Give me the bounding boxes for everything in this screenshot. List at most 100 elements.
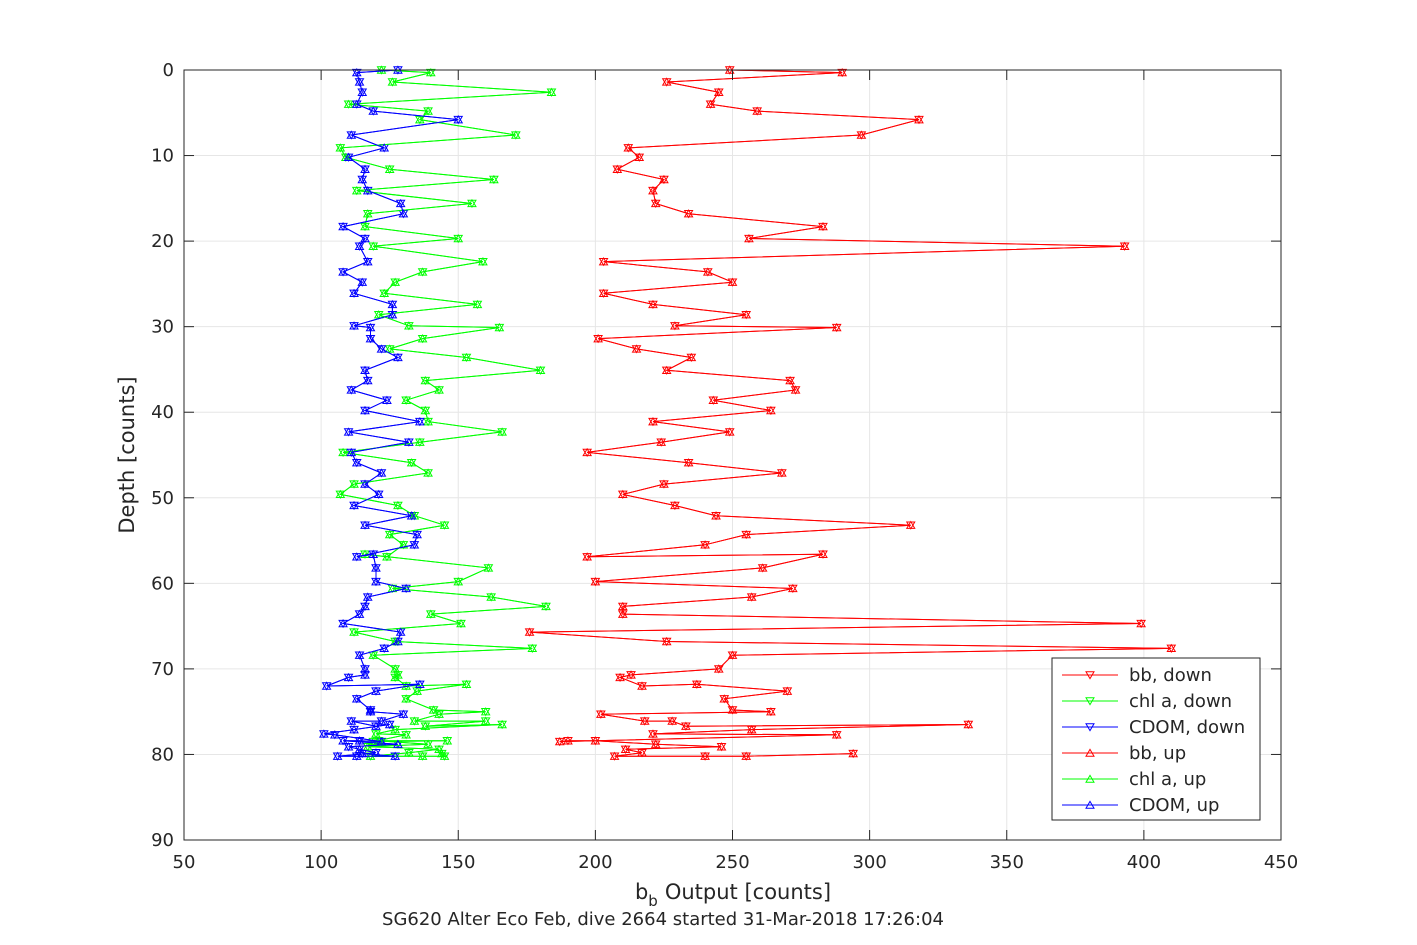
data-point [746, 592, 757, 601]
data-point [818, 221, 828, 231]
data-point [360, 164, 370, 173]
data-point [1136, 618, 1147, 628]
data-point [423, 106, 433, 115]
data-point [368, 650, 379, 659]
data-point [354, 241, 365, 250]
legend-marker [1085, 671, 1095, 680]
data-point [401, 694, 412, 703]
data-point [598, 257, 609, 266]
data-point [417, 334, 428, 343]
data-point [617, 489, 628, 499]
legend-marker [1085, 774, 1095, 783]
data-point [360, 670, 370, 679]
y-tick-label: 10 [151, 146, 174, 167]
data-point [428, 705, 439, 714]
data-point [338, 221, 348, 231]
data-point [648, 299, 658, 309]
data-point [634, 152, 645, 161]
y-tick-label: 80 [151, 744, 174, 765]
data-point [398, 709, 409, 718]
series-line [529, 69, 1172, 757]
data-point [639, 716, 650, 725]
data-point [387, 299, 398, 309]
legend-label: CDOM, up [1129, 795, 1219, 816]
data-point [741, 529, 752, 539]
data-point [371, 563, 381, 572]
data-point [365, 322, 376, 332]
y-tick-label: 50 [151, 488, 174, 509]
data-point [744, 233, 754, 243]
series-cdom-up [318, 65, 464, 760]
x-tick-label: 450 [1264, 852, 1298, 873]
data-point [423, 739, 433, 748]
data-point [700, 751, 710, 760]
data-point [659, 479, 669, 488]
data-point [914, 115, 924, 124]
data-point [620, 744, 631, 754]
data-point [423, 468, 433, 477]
data-point [371, 748, 381, 757]
data-point [434, 709, 444, 718]
data-point [667, 716, 678, 725]
data-point [705, 99, 716, 108]
data-point [595, 709, 606, 718]
data-point [346, 130, 357, 139]
data-point [329, 730, 340, 739]
data-point [376, 716, 387, 725]
data-point [420, 405, 431, 415]
x-tick-label: 400 [1127, 852, 1161, 873]
ticks: 50 100 150 200 250 300 350 400 450 0 10 20 30 40 50 60 7… [151, 60, 1298, 873]
data-point [656, 437, 667, 446]
data-point [379, 643, 390, 653]
data-point [546, 87, 557, 96]
series-line [323, 69, 459, 757]
legend-marker [1085, 697, 1095, 706]
data-point [401, 583, 412, 593]
data-point [401, 730, 412, 739]
data-point [406, 458, 417, 467]
legend-label: bb, down [1129, 665, 1212, 686]
y-tick-label: 90 [151, 830, 174, 851]
data-point [354, 609, 365, 618]
data-point [711, 511, 721, 520]
data-point [724, 427, 735, 436]
data-point [338, 267, 348, 276]
data-point [349, 500, 359, 510]
data-point [423, 417, 433, 426]
data-point [362, 257, 373, 266]
data-point [486, 592, 497, 601]
data-point [661, 365, 672, 374]
data-point [713, 664, 724, 673]
data-point [713, 87, 724, 96]
data-point [417, 751, 428, 760]
data-point [365, 707, 376, 716]
data-point [414, 417, 425, 426]
data-point [360, 365, 370, 374]
data-point [593, 334, 603, 343]
data-point [362, 742, 373, 751]
data-point [379, 143, 390, 152]
data-point [648, 186, 658, 195]
data-point [425, 609, 436, 618]
legend-label: bb, up [1129, 743, 1186, 764]
data-point [461, 679, 472, 688]
data-point [414, 437, 425, 446]
data-point [963, 719, 974, 729]
data-point [365, 334, 376, 343]
data-point [395, 198, 406, 208]
series-line [339, 69, 552, 757]
data-point [681, 721, 691, 730]
data-point [683, 458, 694, 467]
data-point [489, 174, 499, 184]
data-point [741, 751, 752, 760]
data-point [393, 352, 403, 362]
data-point [409, 540, 420, 549]
data-point [746, 725, 757, 734]
data-point [360, 601, 370, 611]
data-point [404, 437, 414, 446]
data-point [384, 719, 395, 729]
data-point [349, 627, 359, 636]
data-point [371, 577, 381, 586]
data-point [390, 277, 401, 286]
data-point [338, 618, 348, 628]
